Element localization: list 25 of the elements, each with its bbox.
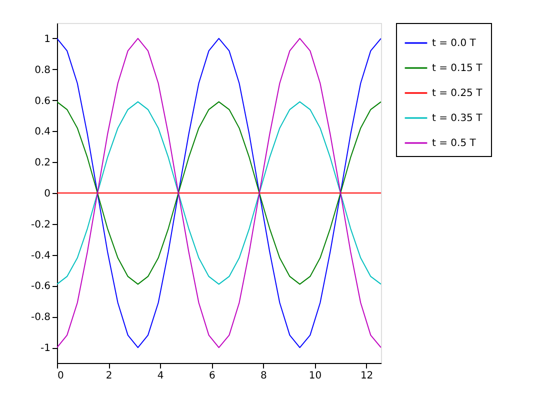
line-series — [57, 38, 381, 348]
x-tick-label: 6 — [208, 370, 216, 382]
legend-label: t = 0.0 T — [432, 38, 477, 49]
y-tick-label: 1 — [44, 34, 50, 45]
line-series — [57, 101, 381, 285]
y-tick-label: 0.4 — [34, 126, 50, 138]
legend-label: t = 0.15 T — [432, 63, 484, 74]
y-tick-label: -0.4 — [30, 250, 50, 262]
x-tick-label: 0 — [58, 370, 64, 382]
legend-label: t = 0.5 T — [432, 138, 477, 149]
x-tick-label: 8 — [260, 370, 267, 382]
y-tick-label: 0.2 — [34, 158, 50, 169]
y-tick-label: -0.6 — [30, 281, 50, 292]
x-tick-label: 2 — [106, 370, 112, 382]
x-tick-label: 10 — [308, 370, 322, 382]
legend-label: t = 0.35 T — [432, 113, 484, 124]
y-tick-label: -0.8 — [30, 312, 50, 324]
x-tick-label: 12 — [360, 370, 374, 382]
y-tick-label: -0.2 — [30, 219, 50, 230]
legend-label: t = 0.25 T — [432, 88, 484, 99]
y-tick-label: 0.8 — [34, 64, 50, 76]
x-tick-label: 4 — [157, 370, 164, 382]
y-tick-label: 0.6 — [34, 96, 50, 107]
y-tick-label: 0 — [44, 188, 50, 200]
y-tick-label: -1 — [40, 343, 50, 354]
